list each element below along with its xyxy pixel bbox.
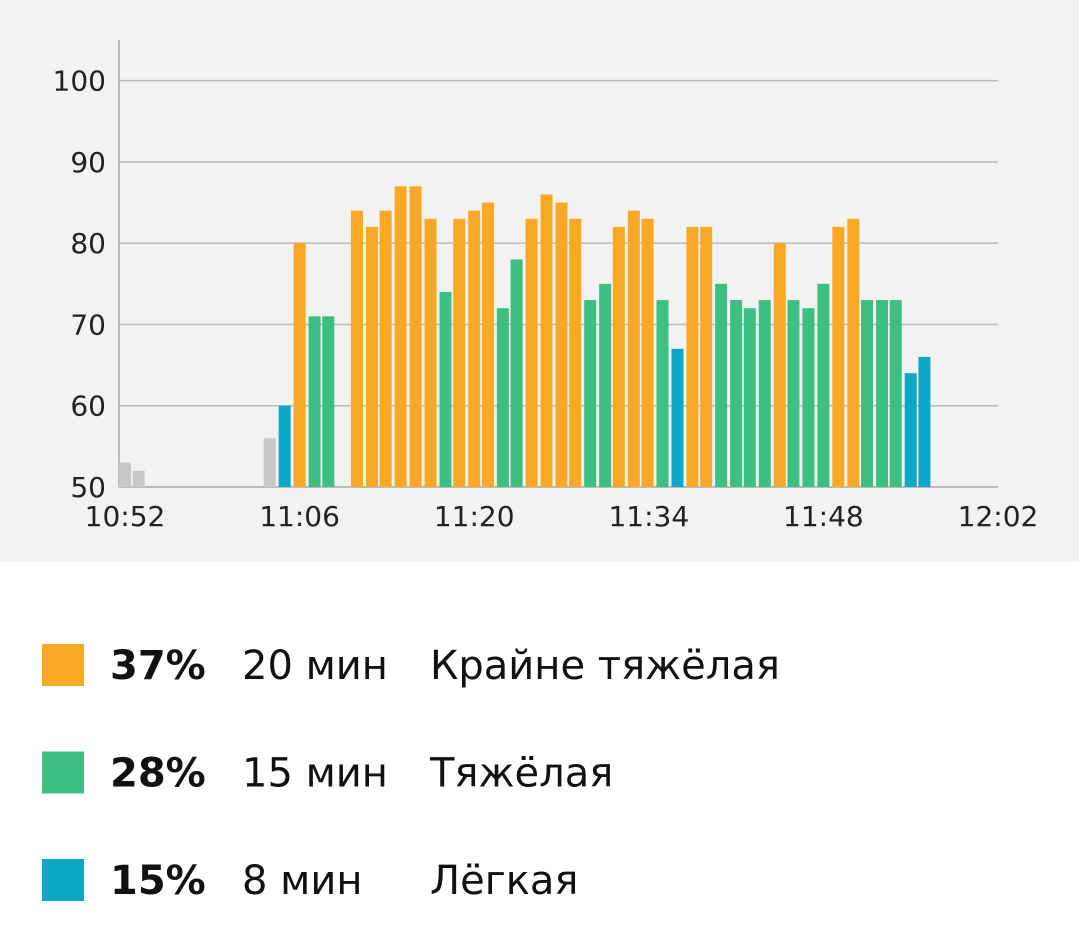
bar — [394, 186, 407, 488]
x-tick-label: 11:20 — [434, 500, 515, 533]
x-tick-label: 11:48 — [783, 500, 864, 533]
bar — [904, 373, 917, 487]
bar — [730, 300, 743, 487]
legend-label: Тяжёлая — [429, 751, 613, 797]
bar — [612, 226, 625, 487]
bar — [802, 308, 815, 487]
bar — [832, 226, 845, 487]
bar — [468, 210, 481, 487]
bar — [569, 218, 582, 488]
legend-percent: 28% — [110, 751, 206, 797]
bar — [293, 243, 306, 487]
bar — [510, 259, 523, 487]
y-tick-label: 60 — [70, 390, 106, 423]
bar — [322, 316, 335, 487]
legend-duration: 15 мин — [242, 751, 388, 797]
bar — [555, 202, 568, 487]
bar — [409, 186, 422, 488]
bar — [599, 283, 612, 487]
x-tick-label: 11:06 — [259, 500, 340, 533]
bar — [308, 316, 321, 487]
bar — [918, 356, 931, 487]
bar — [773, 243, 786, 487]
bar — [671, 348, 684, 487]
y-tick-label: 100 — [53, 65, 106, 98]
bar — [379, 210, 392, 487]
bar — [700, 226, 713, 487]
bar — [889, 300, 902, 487]
bar — [787, 300, 800, 487]
bar — [263, 438, 276, 487]
legend-swatch — [42, 751, 84, 794]
bar — [641, 218, 654, 488]
x-tick-label: 12:02 — [958, 500, 1039, 533]
bar — [876, 300, 889, 487]
bar — [540, 194, 553, 487]
bar — [365, 226, 378, 487]
bar — [656, 300, 669, 487]
bar — [817, 283, 830, 487]
bar — [686, 226, 699, 487]
legend-percent: 15% — [110, 858, 206, 904]
bar — [132, 470, 145, 487]
bar — [758, 300, 771, 487]
bar — [525, 218, 538, 488]
bar — [350, 210, 363, 487]
bar — [496, 308, 509, 487]
legend-duration: 8 мин — [242, 858, 363, 904]
bar — [627, 210, 640, 487]
legend-duration: 20 мин — [242, 643, 388, 689]
legend-label: Крайне тяжёлая — [430, 643, 780, 689]
bar — [453, 218, 466, 488]
legend-swatch — [42, 859, 84, 901]
legend-swatch — [42, 644, 84, 686]
bar — [743, 308, 756, 487]
y-tick-label: 50 — [70, 471, 106, 504]
bar — [847, 218, 860, 488]
x-tick-label: 11:34 — [608, 500, 689, 533]
bar — [481, 202, 494, 487]
x-tick-label: 10:52 — [85, 500, 166, 533]
bar — [584, 300, 597, 487]
bar — [424, 218, 437, 488]
bar — [278, 405, 291, 487]
bar — [715, 283, 728, 487]
bar — [861, 300, 874, 487]
bar — [119, 462, 131, 487]
y-tick-label: 90 — [70, 146, 106, 179]
y-tick-label: 70 — [70, 308, 106, 341]
bar — [439, 291, 452, 487]
legend-percent: 37% — [110, 643, 206, 689]
legend-label: Лёгкая — [430, 858, 578, 904]
chart-background — [0, 0, 1079, 562]
y-tick-label: 80 — [70, 227, 106, 260]
